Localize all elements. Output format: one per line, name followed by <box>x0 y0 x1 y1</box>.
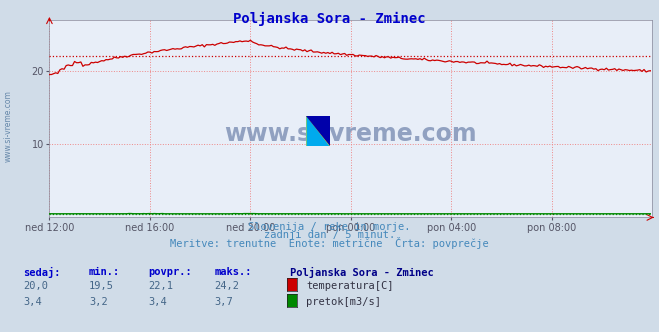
Polygon shape <box>306 116 330 146</box>
Text: www.si-vreme.com: www.si-vreme.com <box>3 90 13 162</box>
Text: 3,4: 3,4 <box>148 297 167 307</box>
Text: maks.:: maks.: <box>214 267 252 277</box>
Text: min.:: min.: <box>89 267 120 277</box>
Text: Slovenija / reke in morje.: Slovenija / reke in morje. <box>248 222 411 232</box>
Text: zadnji dan / 5 minut.: zadnji dan / 5 minut. <box>264 230 395 240</box>
Text: Poljanska Sora - Zminec: Poljanska Sora - Zminec <box>233 12 426 26</box>
Text: 24,2: 24,2 <box>214 281 239 290</box>
Text: povpr.:: povpr.: <box>148 267 192 277</box>
Text: 3,2: 3,2 <box>89 297 107 307</box>
Text: sedaj:: sedaj: <box>23 267 61 278</box>
Text: 22,1: 22,1 <box>148 281 173 290</box>
Text: www.si-vreme.com: www.si-vreme.com <box>225 123 477 146</box>
Text: 20,0: 20,0 <box>23 281 48 290</box>
Polygon shape <box>306 116 330 146</box>
Text: Meritve: trenutne  Enote: metrične  Črta: povprečje: Meritve: trenutne Enote: metrične Črta: … <box>170 237 489 249</box>
Text: Poljanska Sora - Zminec: Poljanska Sora - Zminec <box>290 267 434 278</box>
Text: pretok[m3/s]: pretok[m3/s] <box>306 297 382 307</box>
Text: 3,7: 3,7 <box>214 297 233 307</box>
Polygon shape <box>306 116 330 146</box>
Text: 3,4: 3,4 <box>23 297 42 307</box>
Text: temperatura[C]: temperatura[C] <box>306 281 394 290</box>
Text: 19,5: 19,5 <box>89 281 114 290</box>
